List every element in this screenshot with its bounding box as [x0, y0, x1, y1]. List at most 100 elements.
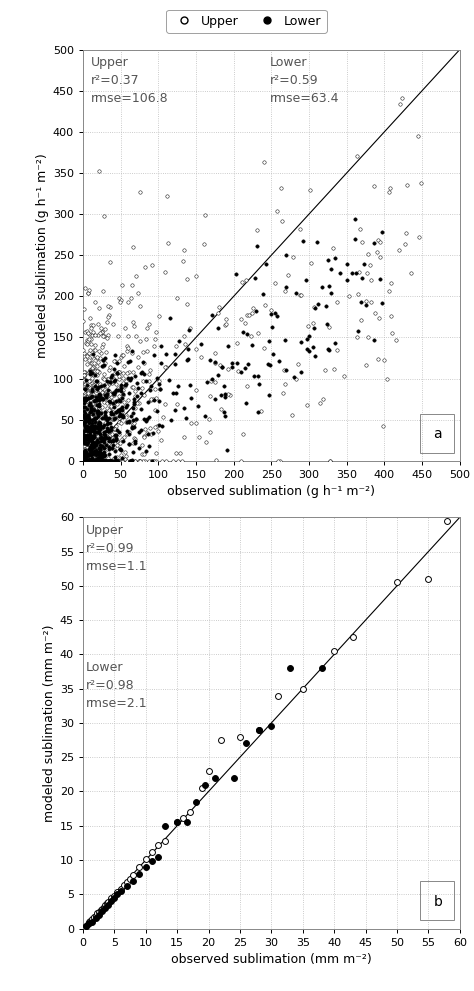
Point [91, 453, 99, 469]
Point [83, 418, 91, 434]
Point [93, 350, 100, 366]
Point [94, 327, 102, 343]
Point [112, 430, 120, 446]
Point [128, 290, 135, 306]
Point [371, 332, 378, 348]
Point [81, 449, 88, 465]
Point [81, 453, 88, 469]
Point [96, 164, 103, 179]
Point [88, 400, 96, 416]
Point [95, 435, 102, 451]
Point [100, 424, 108, 440]
Point [144, 410, 151, 426]
Point [211, 375, 219, 390]
Point [352, 265, 360, 280]
Point [81, 280, 89, 296]
Point [118, 376, 126, 391]
Point [97, 426, 104, 442]
Point [86, 373, 93, 388]
Point [132, 435, 139, 451]
Point [96, 416, 104, 432]
Point [194, 398, 202, 414]
Point [98, 399, 105, 415]
Point [107, 453, 115, 469]
Point [82, 382, 89, 397]
Point [90, 429, 98, 445]
Point [88, 400, 96, 416]
Point [98, 441, 105, 457]
Point [98, 426, 106, 442]
Point [82, 422, 90, 438]
Point [79, 407, 87, 423]
Point [361, 257, 368, 273]
Point [80, 453, 88, 469]
Point [116, 371, 123, 386]
Point [85, 410, 93, 426]
Point [175, 333, 182, 349]
Point [83, 453, 91, 469]
Point [115, 426, 122, 442]
Point [87, 437, 95, 453]
Point [104, 410, 111, 426]
Point [184, 352, 191, 368]
Point [362, 357, 370, 373]
Point [83, 409, 91, 425]
Point [147, 390, 155, 406]
Point [90, 415, 98, 431]
Point [97, 437, 104, 453]
Point [82, 453, 90, 469]
Point [257, 403, 264, 419]
Point [86, 419, 93, 435]
Point [135, 424, 143, 440]
Point [99, 453, 107, 469]
Point [217, 732, 225, 748]
Point [89, 378, 96, 393]
Point [116, 453, 123, 469]
Point [109, 362, 117, 378]
Point [86, 408, 94, 424]
Point [100, 370, 107, 385]
Point [345, 287, 353, 303]
Point [105, 433, 112, 449]
Point [81, 381, 89, 396]
Point [100, 453, 108, 469]
Point [86, 404, 93, 420]
Point [94, 428, 101, 444]
Point [102, 425, 109, 441]
Point [84, 385, 92, 400]
Point [102, 377, 109, 392]
Point [107, 433, 114, 449]
Point [112, 421, 119, 437]
Point [86, 443, 94, 459]
Point [84, 424, 91, 440]
Point [93, 441, 100, 457]
Point [241, 360, 249, 376]
Point [371, 177, 378, 193]
Point [104, 422, 112, 438]
Point [233, 335, 241, 351]
Point [85, 443, 93, 459]
Point [299, 681, 307, 697]
Point [91, 429, 98, 445]
Point [232, 267, 240, 282]
Point [80, 453, 87, 469]
Point [106, 360, 113, 376]
Point [80, 301, 87, 317]
Point [91, 453, 99, 469]
Point [142, 859, 149, 875]
Point [223, 442, 231, 458]
Point [80, 418, 87, 434]
Point [120, 877, 128, 893]
Point [176, 445, 183, 461]
Point [96, 430, 104, 446]
Point [102, 453, 110, 469]
Point [136, 298, 144, 314]
Point [108, 893, 115, 909]
Point [344, 272, 351, 287]
Point [113, 366, 121, 382]
Point [80, 453, 87, 469]
Point [348, 266, 356, 281]
Point [249, 300, 257, 316]
Point [112, 404, 119, 420]
Point [82, 453, 89, 469]
